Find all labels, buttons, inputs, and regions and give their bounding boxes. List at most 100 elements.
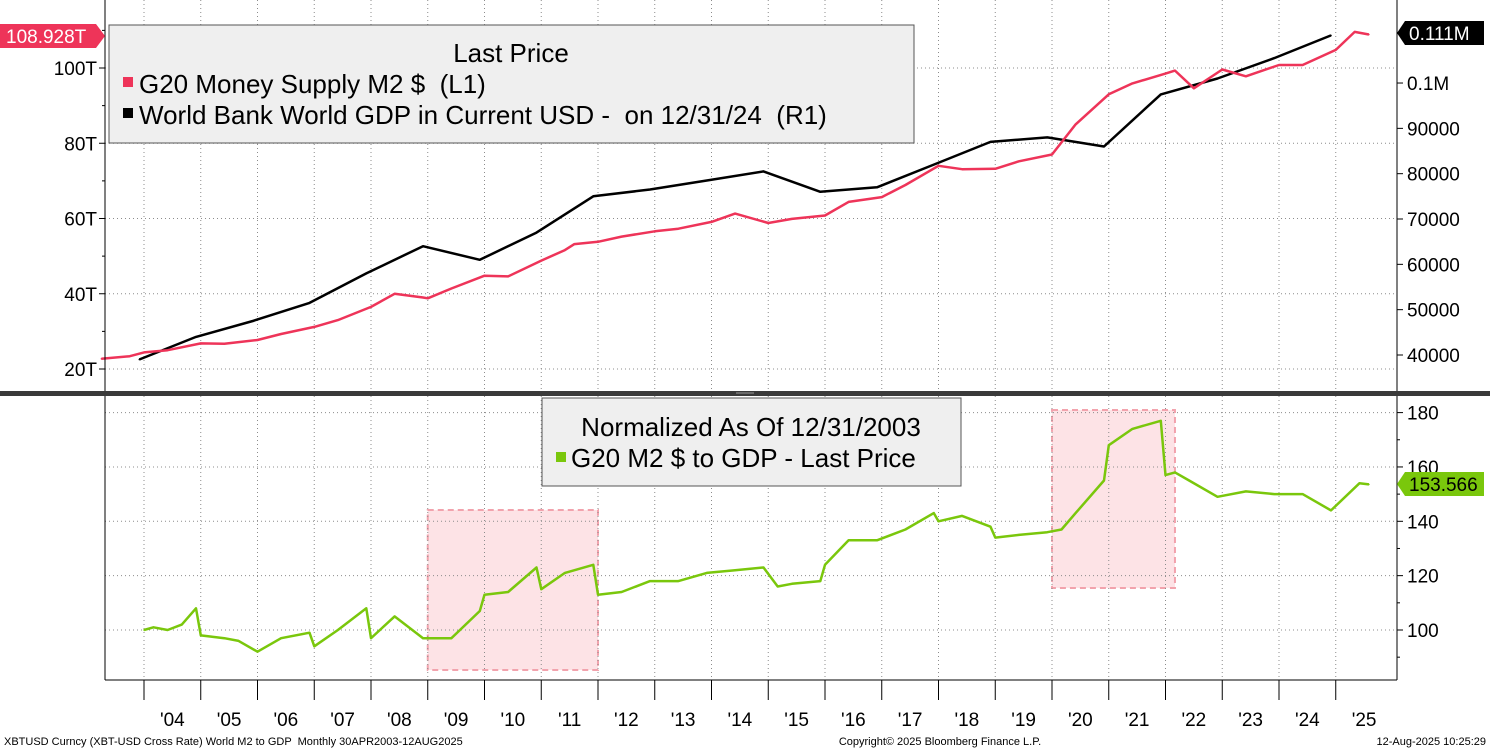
m2-point — [1131, 82, 1134, 85]
m2-point — [767, 222, 770, 224]
m2-point — [597, 241, 599, 243]
x-tick-label: '07 — [330, 710, 355, 731]
highlight-period — [1051, 409, 1176, 589]
ratio-point — [237, 640, 240, 642]
ratio-point — [1174, 471, 1176, 474]
m2-point — [393, 293, 396, 295]
top-legend: Last Price G20 Money Supply M2 $ (L1) Wo… — [108, 24, 915, 144]
x-tick-label: '23 — [1238, 710, 1263, 731]
m2-point — [1051, 153, 1053, 156]
ratio-point — [564, 572, 566, 574]
ratio-point — [1330, 509, 1332, 512]
m2-point — [710, 221, 713, 223]
footer-right: 12-Aug-2025 10:25:29 — [1377, 736, 1486, 748]
ratio-point — [483, 593, 486, 596]
ratio-point — [762, 566, 765, 569]
ratio-point — [313, 645, 316, 648]
m2-point — [1164, 72, 1167, 75]
ratio-point — [365, 607, 368, 610]
ratio-point — [1060, 528, 1063, 531]
m2-point — [1018, 160, 1020, 163]
m2-point — [427, 297, 429, 300]
ratio-line — [143, 419, 1370, 653]
x-tick-label: '18 — [954, 710, 979, 731]
bottom-right-tick-label: 120 — [1407, 567, 1439, 588]
right-tick-label: 70000 — [1407, 210, 1460, 231]
gdp-point — [592, 195, 595, 198]
m2-point — [337, 319, 339, 321]
ratio-point — [370, 637, 372, 639]
m2-legend-swatch — [123, 77, 133, 87]
gdp-point — [422, 245, 424, 247]
m2-point — [200, 342, 202, 345]
gdp-point — [706, 179, 708, 182]
m2-point — [564, 249, 566, 251]
gdp-point — [1103, 145, 1105, 148]
m2-point — [620, 235, 623, 238]
gdp-point — [365, 272, 368, 275]
gdp-line — [138, 34, 1332, 361]
bottom-legend-title: Normalized As Of 12/31/2003 — [581, 412, 921, 442]
ratio-point — [1108, 444, 1110, 447]
ratio-point — [540, 588, 543, 590]
ratio-point — [181, 623, 183, 626]
m2-point — [370, 306, 372, 308]
ratio-point — [450, 637, 453, 639]
right-tick-label: 0.1M — [1407, 74, 1449, 95]
gdp-legend-label: World Bank World GDP in Current USD - on… — [139, 100, 827, 130]
x-tick-label: '21 — [1125, 710, 1150, 731]
m2-point — [1074, 123, 1077, 126]
x-axis: '04 '05 '06 '07 '08 '09 '10 '11 '12 '13 '14 '15 '16 '… — [143, 680, 1377, 731]
ratio-legend-label: G20 M2 $ to GDP - Last Price — [571, 443, 916, 473]
ratio-point — [1046, 531, 1049, 533]
ratio-point — [1103, 479, 1105, 482]
highlight-periods — [426, 409, 1176, 671]
bottom-right-tick-label: 100 — [1407, 621, 1439, 642]
ratio-point — [308, 631, 311, 634]
m2-point — [540, 259, 543, 262]
ratio-legend-swatch — [556, 452, 566, 462]
ratio-point — [937, 520, 940, 523]
gdp-point — [195, 336, 197, 338]
ratio-point — [876, 539, 878, 542]
ratio-point — [620, 591, 623, 593]
ratio-point — [994, 536, 997, 539]
m2-point — [507, 275, 509, 278]
right-tick-label: 40000 — [1407, 346, 1460, 367]
ratio-point — [776, 585, 779, 588]
x-tick-label: '24 — [1295, 710, 1320, 731]
m2-point — [483, 274, 486, 277]
m2-point — [937, 165, 940, 167]
x-tick-label: '10 — [500, 710, 525, 731]
gdp-point — [1160, 93, 1162, 96]
gdp-point — [138, 358, 141, 361]
ratio-point — [535, 566, 538, 569]
ratio-point — [1188, 479, 1190, 482]
bottom-legend: Normalized As Of 12/31/2003 G20 M2 $ to … — [541, 397, 962, 487]
right-tick-label: 60000 — [1407, 255, 1460, 276]
x-tick-label: '04 — [160, 710, 185, 731]
m2-point — [313, 326, 316, 328]
ratio-point — [479, 610, 481, 612]
gdp-point — [1216, 77, 1219, 80]
ratio-point — [195, 607, 197, 610]
x-tick-label: '16 — [841, 710, 866, 731]
left-tick-label: 80T — [64, 134, 97, 155]
gdp-point — [308, 302, 311, 304]
m2-point — [1221, 68, 1224, 71]
m2-point — [223, 343, 226, 345]
m2-point — [1278, 64, 1280, 66]
ratio-point — [1164, 474, 1167, 476]
m2-point — [256, 339, 259, 341]
right-last-value-badge: 0.111M — [1397, 21, 1484, 45]
left-last-value-badge: 108.928T — [0, 24, 105, 48]
ratio-point — [989, 525, 992, 528]
ratio-last-value-label: 153.566 — [1409, 475, 1478, 496]
top-grid — [105, 0, 1397, 391]
left-tick-label: 20T — [64, 360, 97, 381]
left-tick-label: 100T — [54, 59, 98, 80]
ratio-last-value-badge: 153.566 — [1397, 472, 1484, 496]
gdp-point — [1273, 57, 1276, 59]
ratio-point — [824, 564, 826, 566]
